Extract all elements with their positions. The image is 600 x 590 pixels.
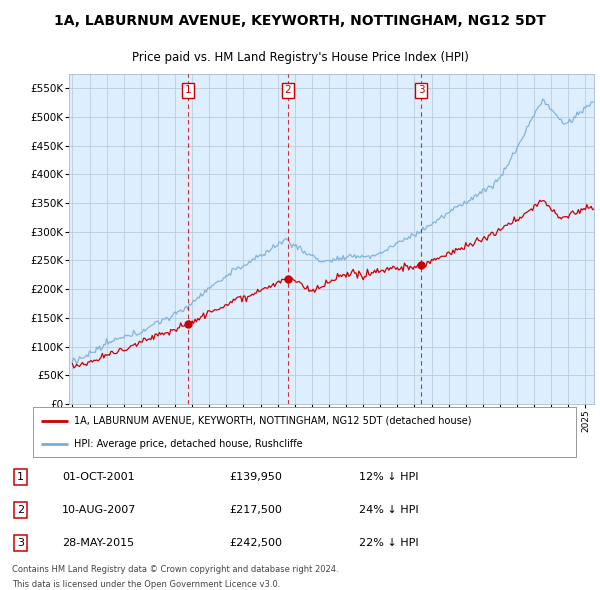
Text: 1: 1 [17,472,24,482]
Text: 10-AUG-2007: 10-AUG-2007 [62,505,136,515]
Text: 01-OCT-2001: 01-OCT-2001 [62,472,134,482]
Text: £139,950: £139,950 [229,472,283,482]
Text: HPI: Average price, detached house, Rushcliffe: HPI: Average price, detached house, Rush… [74,439,302,449]
Text: £217,500: £217,500 [229,505,283,515]
Text: 3: 3 [17,538,24,548]
Text: 12% ↓ HPI: 12% ↓ HPI [359,472,418,482]
Text: 2: 2 [284,86,291,96]
Text: 1: 1 [185,86,191,96]
Text: 28-MAY-2015: 28-MAY-2015 [62,538,134,548]
Text: 2: 2 [17,505,24,515]
Text: 22% ↓ HPI: 22% ↓ HPI [359,538,418,548]
Text: 1A, LABURNUM AVENUE, KEYWORTH, NOTTINGHAM, NG12 5DT: 1A, LABURNUM AVENUE, KEYWORTH, NOTTINGHA… [54,14,546,28]
Text: 24% ↓ HPI: 24% ↓ HPI [359,505,418,515]
Text: 3: 3 [418,86,425,96]
Text: This data is licensed under the Open Government Licence v3.0.: This data is licensed under the Open Gov… [12,581,280,589]
Text: Price paid vs. HM Land Registry's House Price Index (HPI): Price paid vs. HM Land Registry's House … [131,51,469,64]
Text: Contains HM Land Registry data © Crown copyright and database right 2024.: Contains HM Land Registry data © Crown c… [12,565,338,574]
Text: £242,500: £242,500 [229,538,283,548]
Text: 1A, LABURNUM AVENUE, KEYWORTH, NOTTINGHAM, NG12 5DT (detached house): 1A, LABURNUM AVENUE, KEYWORTH, NOTTINGHA… [74,415,471,425]
